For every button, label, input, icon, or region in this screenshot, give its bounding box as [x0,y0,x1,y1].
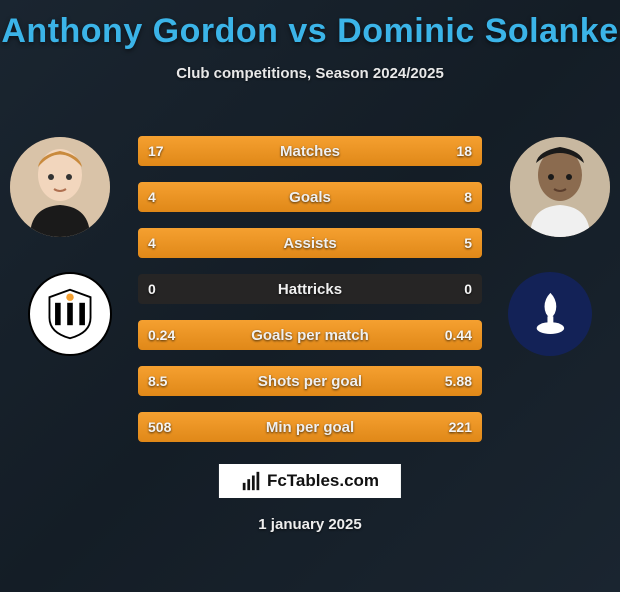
avatar-placeholder-icon [10,137,110,237]
brand-badge: FcTables.com [219,464,401,498]
brand-text: FcTables.com [267,471,379,491]
tottenham-badge-icon [521,285,580,344]
stat-label: Matches [138,143,482,160]
club-left-badge [28,272,112,356]
newcastle-badge-icon [42,286,98,342]
avatar-placeholder-icon [510,137,610,237]
brand-logo-icon [241,470,263,492]
date-label: 1 january 2025 [0,516,620,533]
club-right-badge [508,272,592,356]
stat-row: 00Hattricks [138,274,482,304]
stat-label: Goals [138,189,482,206]
stat-label: Goals per match [138,327,482,344]
stat-row: 0.240.44Goals per match [138,320,482,350]
stat-label: Shots per goal [138,373,482,390]
stats-bars: 1718Matches 48Goals 45Assists 00Hattricks 0.… [138,136,482,458]
player-right-avatar [510,137,610,237]
stat-label: Hattricks [138,281,482,298]
player-left-avatar [10,137,110,237]
stat-label: Min per goal [138,419,482,436]
stat-row: 1718Matches [138,136,482,166]
stat-label: Assists [138,235,482,252]
stat-row: 45Assists [138,228,482,258]
stat-row: 8.55.88Shots per goal [138,366,482,396]
stat-row: 508221Min per goal [138,412,482,442]
page-title: Anthony Gordon vs Dominic Solanke [0,12,620,51]
stat-row: 48Goals [138,182,482,212]
subtitle: Club competitions, Season 2024/2025 [0,65,620,82]
